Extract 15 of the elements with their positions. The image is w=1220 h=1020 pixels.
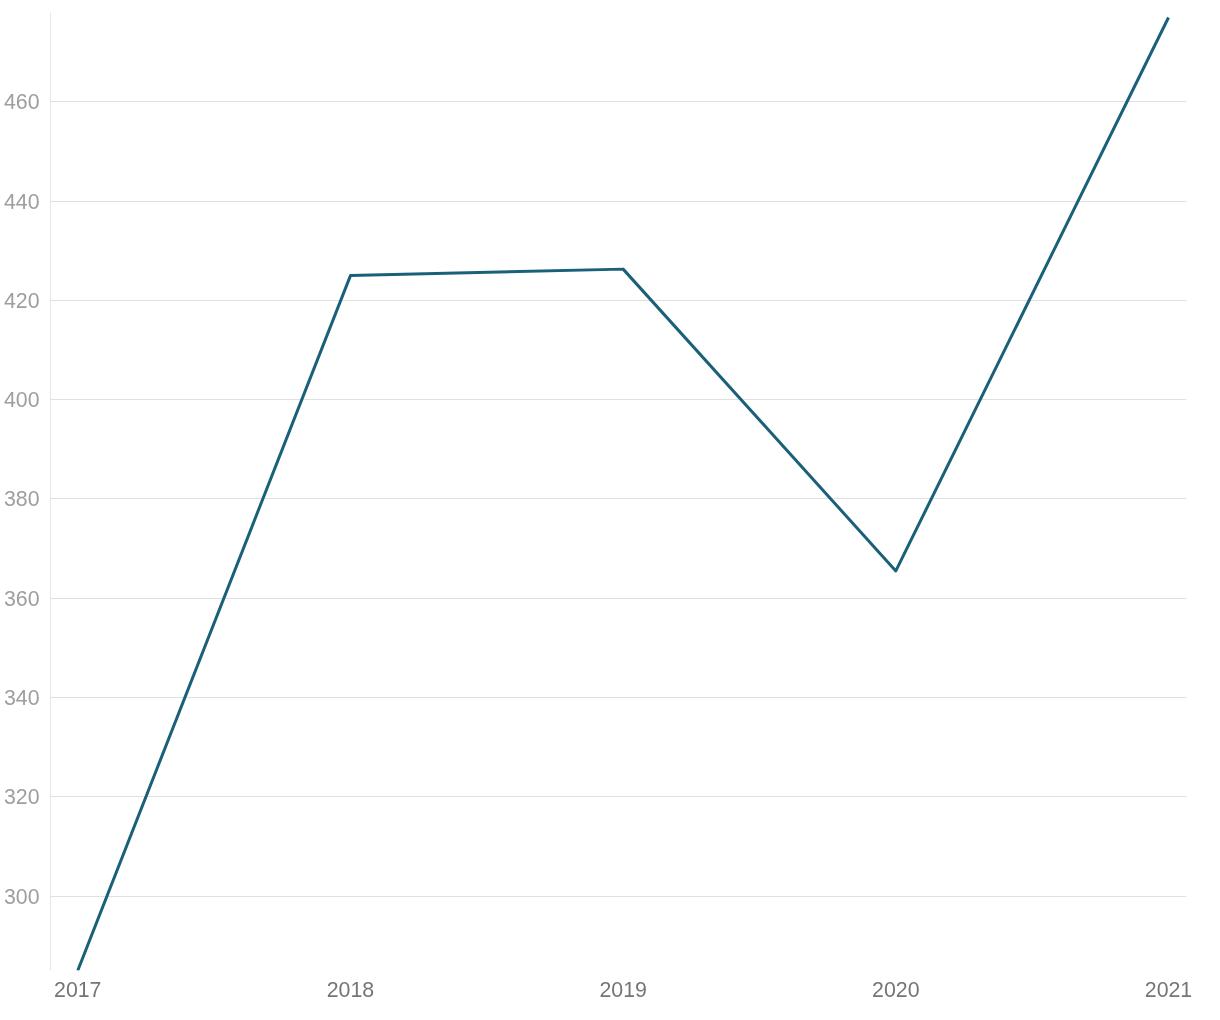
x-tick-label: 2021 — [1144, 977, 1193, 1002]
y-tick-label: 380 — [3, 487, 40, 512]
x-tick-label: 2019 — [599, 977, 647, 1002]
x-tick-label: 2020 — [872, 977, 920, 1002]
y-tick-label: 300 — [3, 884, 40, 909]
x-tick-label: 2017 — [54, 977, 102, 1002]
y-tick-label: 340 — [3, 685, 40, 710]
y-tick-label: 320 — [3, 785, 40, 810]
y-tick-label: 400 — [3, 388, 40, 413]
y-tick-label: 440 — [3, 189, 40, 214]
line-series — [76, 15, 1170, 971]
y-tick-label: 460 — [3, 90, 40, 115]
x-tick-label: 2018 — [326, 977, 375, 1002]
y-tick-label: 360 — [3, 586, 40, 611]
y-tick-label: 420 — [3, 288, 40, 313]
